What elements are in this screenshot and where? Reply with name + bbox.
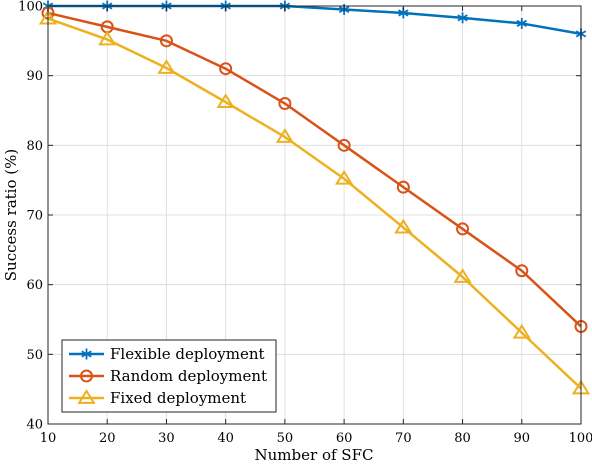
legend-label: Fixed deployment <box>110 389 246 407</box>
axis-ticks: 10 20 30 40 50 60 70 80 90 100 40 50 60 70 80 90 100 <box>18 0 592 446</box>
legend-item: Fixed deployment <box>69 389 246 407</box>
legend-marker <box>81 348 92 360</box>
x-tick-label: 50 <box>277 431 294 446</box>
x-tick-label: 80 <box>454 431 471 446</box>
x-tick-label: 70 <box>395 431 412 446</box>
series-line <box>47 11 582 328</box>
y-tick-label: 50 <box>26 348 43 363</box>
legend-label: Flexible deployment <box>110 345 265 363</box>
y-tick-label: 60 <box>26 278 43 293</box>
data-point <box>456 222 470 236</box>
y-axis-label: Success ratio (%) <box>2 149 20 281</box>
data-point <box>396 180 410 194</box>
data-point <box>219 62 233 76</box>
data-point <box>516 17 527 29</box>
legend: Flexible deployment Random deployment Fixe… <box>61 339 277 413</box>
x-tick-label: 20 <box>99 431 116 446</box>
x-tick-label: 60 <box>336 431 353 446</box>
x-axis-label: Number of SFC <box>255 446 374 464</box>
data-point <box>278 97 292 111</box>
data-point <box>515 264 529 278</box>
legend-marker <box>80 369 93 383</box>
x-tick-label: 30 <box>158 431 175 446</box>
x-tick-label: 40 <box>217 431 234 446</box>
y-tick-label: 90 <box>26 69 43 84</box>
y-tick-label: 80 <box>26 139 43 154</box>
data-point <box>334 169 354 185</box>
data-point <box>216 93 235 109</box>
data-point <box>98 30 117 46</box>
x-tick-label: 100 <box>569 431 592 446</box>
data-point <box>394 218 413 234</box>
legend-marker <box>77 389 96 404</box>
legend-item: Random deployment <box>69 367 267 385</box>
series-3 <box>38 9 591 395</box>
legend-item: Flexible deployment <box>69 345 265 363</box>
data-point <box>157 59 176 74</box>
y-tick-label: 70 <box>26 209 43 224</box>
series-line <box>47 17 582 390</box>
data-point <box>457 12 468 24</box>
y-tick-label: 40 <box>26 418 43 433</box>
data-point <box>337 138 351 152</box>
legend-label: Random deployment <box>110 367 267 385</box>
data-point <box>159 34 173 48</box>
data-point <box>453 268 472 283</box>
y-tick-label: 100 <box>18 0 43 15</box>
x-tick-label: 90 <box>514 431 531 446</box>
x-tick-label: 10 <box>40 431 57 446</box>
data-point <box>512 323 531 339</box>
data-point <box>275 128 295 143</box>
